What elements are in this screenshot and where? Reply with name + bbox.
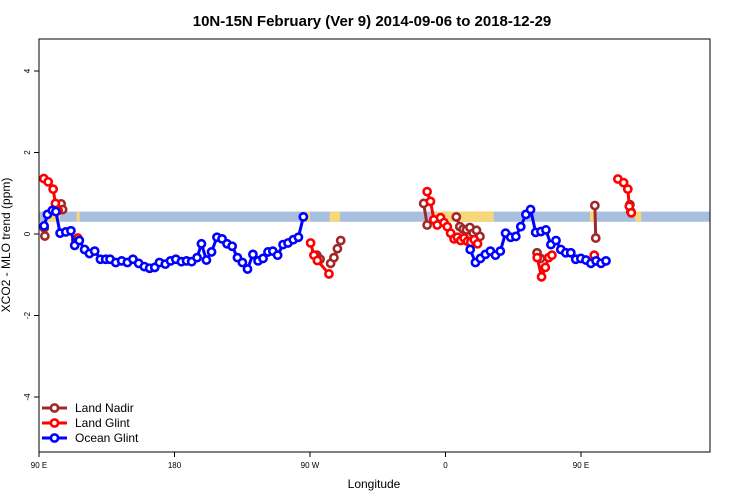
y-tick-label: -2 [23, 311, 32, 319]
ocean-glint-point [465, 244, 476, 255]
land-glint-point [324, 269, 334, 279]
land-mass [590, 211, 597, 222]
y-tick-label: 2 [23, 150, 32, 155]
ocean-glint-point [206, 247, 217, 257]
series-layer [38, 173, 637, 282]
x-tick-label: 180 [168, 461, 182, 470]
y-tick-label: 0 [23, 231, 32, 236]
land-mass [635, 211, 642, 222]
land-mass [306, 211, 310, 222]
land-nadir-point [589, 200, 600, 211]
legend-label: Land Nadir [75, 401, 134, 415]
ocean-glint-point [248, 249, 258, 260]
x-tick-label: 0 [443, 461, 448, 470]
ocean-glint-point [495, 246, 506, 257]
land-mass [434, 211, 494, 222]
land-mass [329, 211, 341, 222]
land-nadir-point [39, 231, 50, 241]
ocean-glint-point [242, 264, 253, 274]
ocean-glint-point [298, 211, 309, 222]
ocean-glint-point [74, 235, 85, 246]
land-nadir-point [590, 233, 601, 243]
y-tick-label: -4 [23, 393, 32, 401]
land-glint-point [43, 176, 54, 187]
legend-label: Ocean Glint [75, 431, 139, 445]
ocean-glint-point [227, 241, 238, 252]
land-glint-point [472, 238, 483, 249]
land-ocean-band [39, 211, 710, 222]
ocean-glint-point [293, 232, 304, 243]
legend-swatch-marker [49, 403, 60, 413]
ocean-glint-point [565, 247, 576, 258]
ocean-glint-point [525, 204, 536, 215]
legend-item-land-glint: Land Glint [42, 416, 130, 430]
series-ocean-glint [39, 204, 611, 274]
land-nadir-point [422, 220, 433, 230]
plot-frame [38, 38, 711, 453]
ocean-glint-point [515, 221, 526, 232]
x-tick-label: 90 W [301, 461, 320, 470]
chart-title: 10N-15N February (Ver 9) 2014-09-06 to 2… [193, 13, 552, 30]
land-glint-point [312, 255, 323, 266]
land-mass [76, 211, 80, 222]
ocean-glint-point [541, 225, 551, 235]
land-nadir-point [451, 211, 462, 222]
land-glint-point [540, 262, 551, 273]
land-nadir-point [329, 252, 339, 263]
ocean-glint-point [201, 255, 212, 265]
land-glint-point [48, 184, 59, 195]
ocean-glint-point [510, 231, 521, 242]
x-tick-label: 90 E [573, 461, 589, 470]
land-glint-point [536, 271, 547, 282]
axis-ticks: 90 E 180 90 W 0 90 E -4 -2 0 2 4 [23, 68, 589, 470]
ocean-glint-point [601, 255, 611, 266]
x-axis-label: Longitude [348, 477, 401, 491]
legend-swatch-marker [49, 418, 60, 428]
ocean-glint-point [50, 206, 61, 217]
legend-item-land-nadir: Land Nadir [42, 401, 134, 415]
land-glint-point [425, 196, 436, 207]
ocean-glint-point [551, 235, 561, 246]
x-tick-label: 90 E [31, 461, 47, 470]
y-tick-label: 4 [23, 68, 32, 73]
land-mass [48, 211, 61, 222]
land-nadir-line [593, 205, 598, 239]
land-glint-point [622, 184, 633, 195]
ocean-glint-point [272, 250, 283, 261]
ocean-glint-point [89, 246, 100, 257]
land-nadir-point [332, 243, 343, 254]
ocean-band [39, 211, 710, 222]
legend-swatch-marker [49, 433, 60, 443]
ocean-glint-point [237, 257, 248, 268]
ocean-glint-point [196, 238, 207, 249]
land-nadir-point [335, 235, 346, 246]
ocean-glint-point [192, 252, 202, 263]
ocean-glint-point [66, 225, 76, 236]
legend-item-ocean-glint: Ocean Glint [42, 431, 139, 445]
land-glint-point [547, 250, 557, 261]
land-glint-point [422, 186, 433, 197]
ocean-glint-point [258, 253, 268, 264]
legend-label: Land Glint [75, 416, 130, 430]
ocean-glint-point [39, 220, 50, 231]
land-glint-point [618, 177, 629, 188]
land-glint-point [305, 238, 316, 248]
land-glint-point [626, 207, 637, 218]
y-axis-label: XCO2 - MLO trend (ppm) [0, 178, 13, 313]
land-glint-point [532, 252, 543, 263]
